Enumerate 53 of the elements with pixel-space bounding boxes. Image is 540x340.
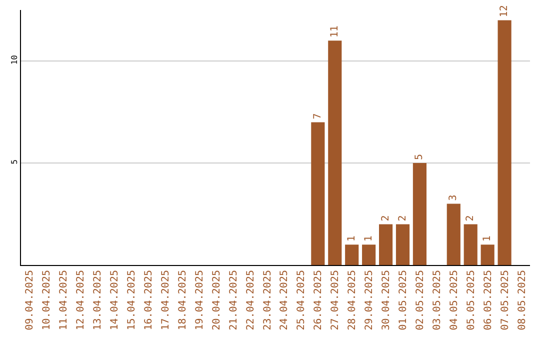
x-tick-label: 27.04.2025 — [330, 270, 342, 330]
bar — [412, 163, 426, 265]
data-label: 1 — [482, 236, 494, 242]
data-label: 1 — [346, 236, 358, 242]
data-label: 2 — [397, 215, 408, 222]
data-label: 5 — [414, 154, 426, 160]
x-tick-label: 26.04.2025 — [313, 270, 324, 330]
bar — [311, 122, 325, 265]
x-tick-label: 13.04.2025 — [92, 270, 104, 330]
x-tick-label: 02.05.2025 — [414, 270, 426, 330]
x-tick-label: 23.04.2025 — [262, 270, 274, 330]
data-label: 2 — [465, 215, 476, 222]
bar — [464, 224, 478, 265]
x-tick-label: 11.04.2025 — [58, 270, 70, 330]
y-tick-label: 10 — [10, 54, 19, 65]
bar — [498, 20, 512, 265]
x-tick-label: 22.04.2025 — [245, 270, 256, 330]
x-tick-label: 25.04.2025 — [296, 270, 308, 330]
bar — [480, 244, 494, 265]
data-label: 7 — [312, 113, 324, 120]
x-tick-label: 30.04.2025 — [381, 270, 392, 330]
x-tick-label: 18.04.2025 — [177, 270, 188, 330]
data-label: 3 — [448, 194, 460, 201]
x-tick-label: 14.04.2025 — [110, 270, 121, 330]
data-label: 11 — [329, 26, 340, 38]
bar — [345, 244, 359, 265]
x-tick-label: 20.04.2025 — [211, 270, 222, 330]
bar — [379, 224, 393, 265]
bar — [328, 40, 342, 265]
bar — [362, 244, 376, 265]
x-tick-label: 28.04.2025 — [347, 270, 358, 330]
x-tick-label: 06.05.2025 — [482, 270, 494, 330]
x-tick-label: 21.04.2025 — [228, 270, 240, 330]
data-label: 1 — [363, 236, 374, 242]
x-tick-label: 03.05.2025 — [432, 270, 443, 330]
x-tick-label: 17.04.2025 — [160, 270, 172, 330]
x-tick-label: 07.05.2025 — [500, 270, 511, 330]
x-tick-label: 12.04.2025 — [76, 270, 87, 330]
x-tick-label: 04.05.2025 — [448, 270, 460, 330]
x-tick-label: 05.05.2025 — [466, 270, 477, 330]
x-tick-label: 01.05.2025 — [398, 270, 409, 330]
x-tick-label: 19.04.2025 — [194, 270, 206, 330]
x-tick-label: 10.04.2025 — [42, 270, 53, 330]
data-label: 2 — [380, 215, 392, 222]
x-tick-label: 15.04.2025 — [126, 270, 138, 330]
x-tick-label: 09.04.2025 — [24, 270, 36, 330]
data-label: 12 — [499, 5, 510, 18]
x-tick-label: 08.05.2025 — [516, 270, 528, 330]
x-tick-label: 24.04.2025 — [279, 270, 290, 330]
x-tick-label: 16.04.2025 — [144, 270, 154, 330]
bar — [396, 224, 410, 265]
x-tick-label: 29.04.2025 — [364, 270, 376, 330]
bar — [446, 204, 460, 265]
